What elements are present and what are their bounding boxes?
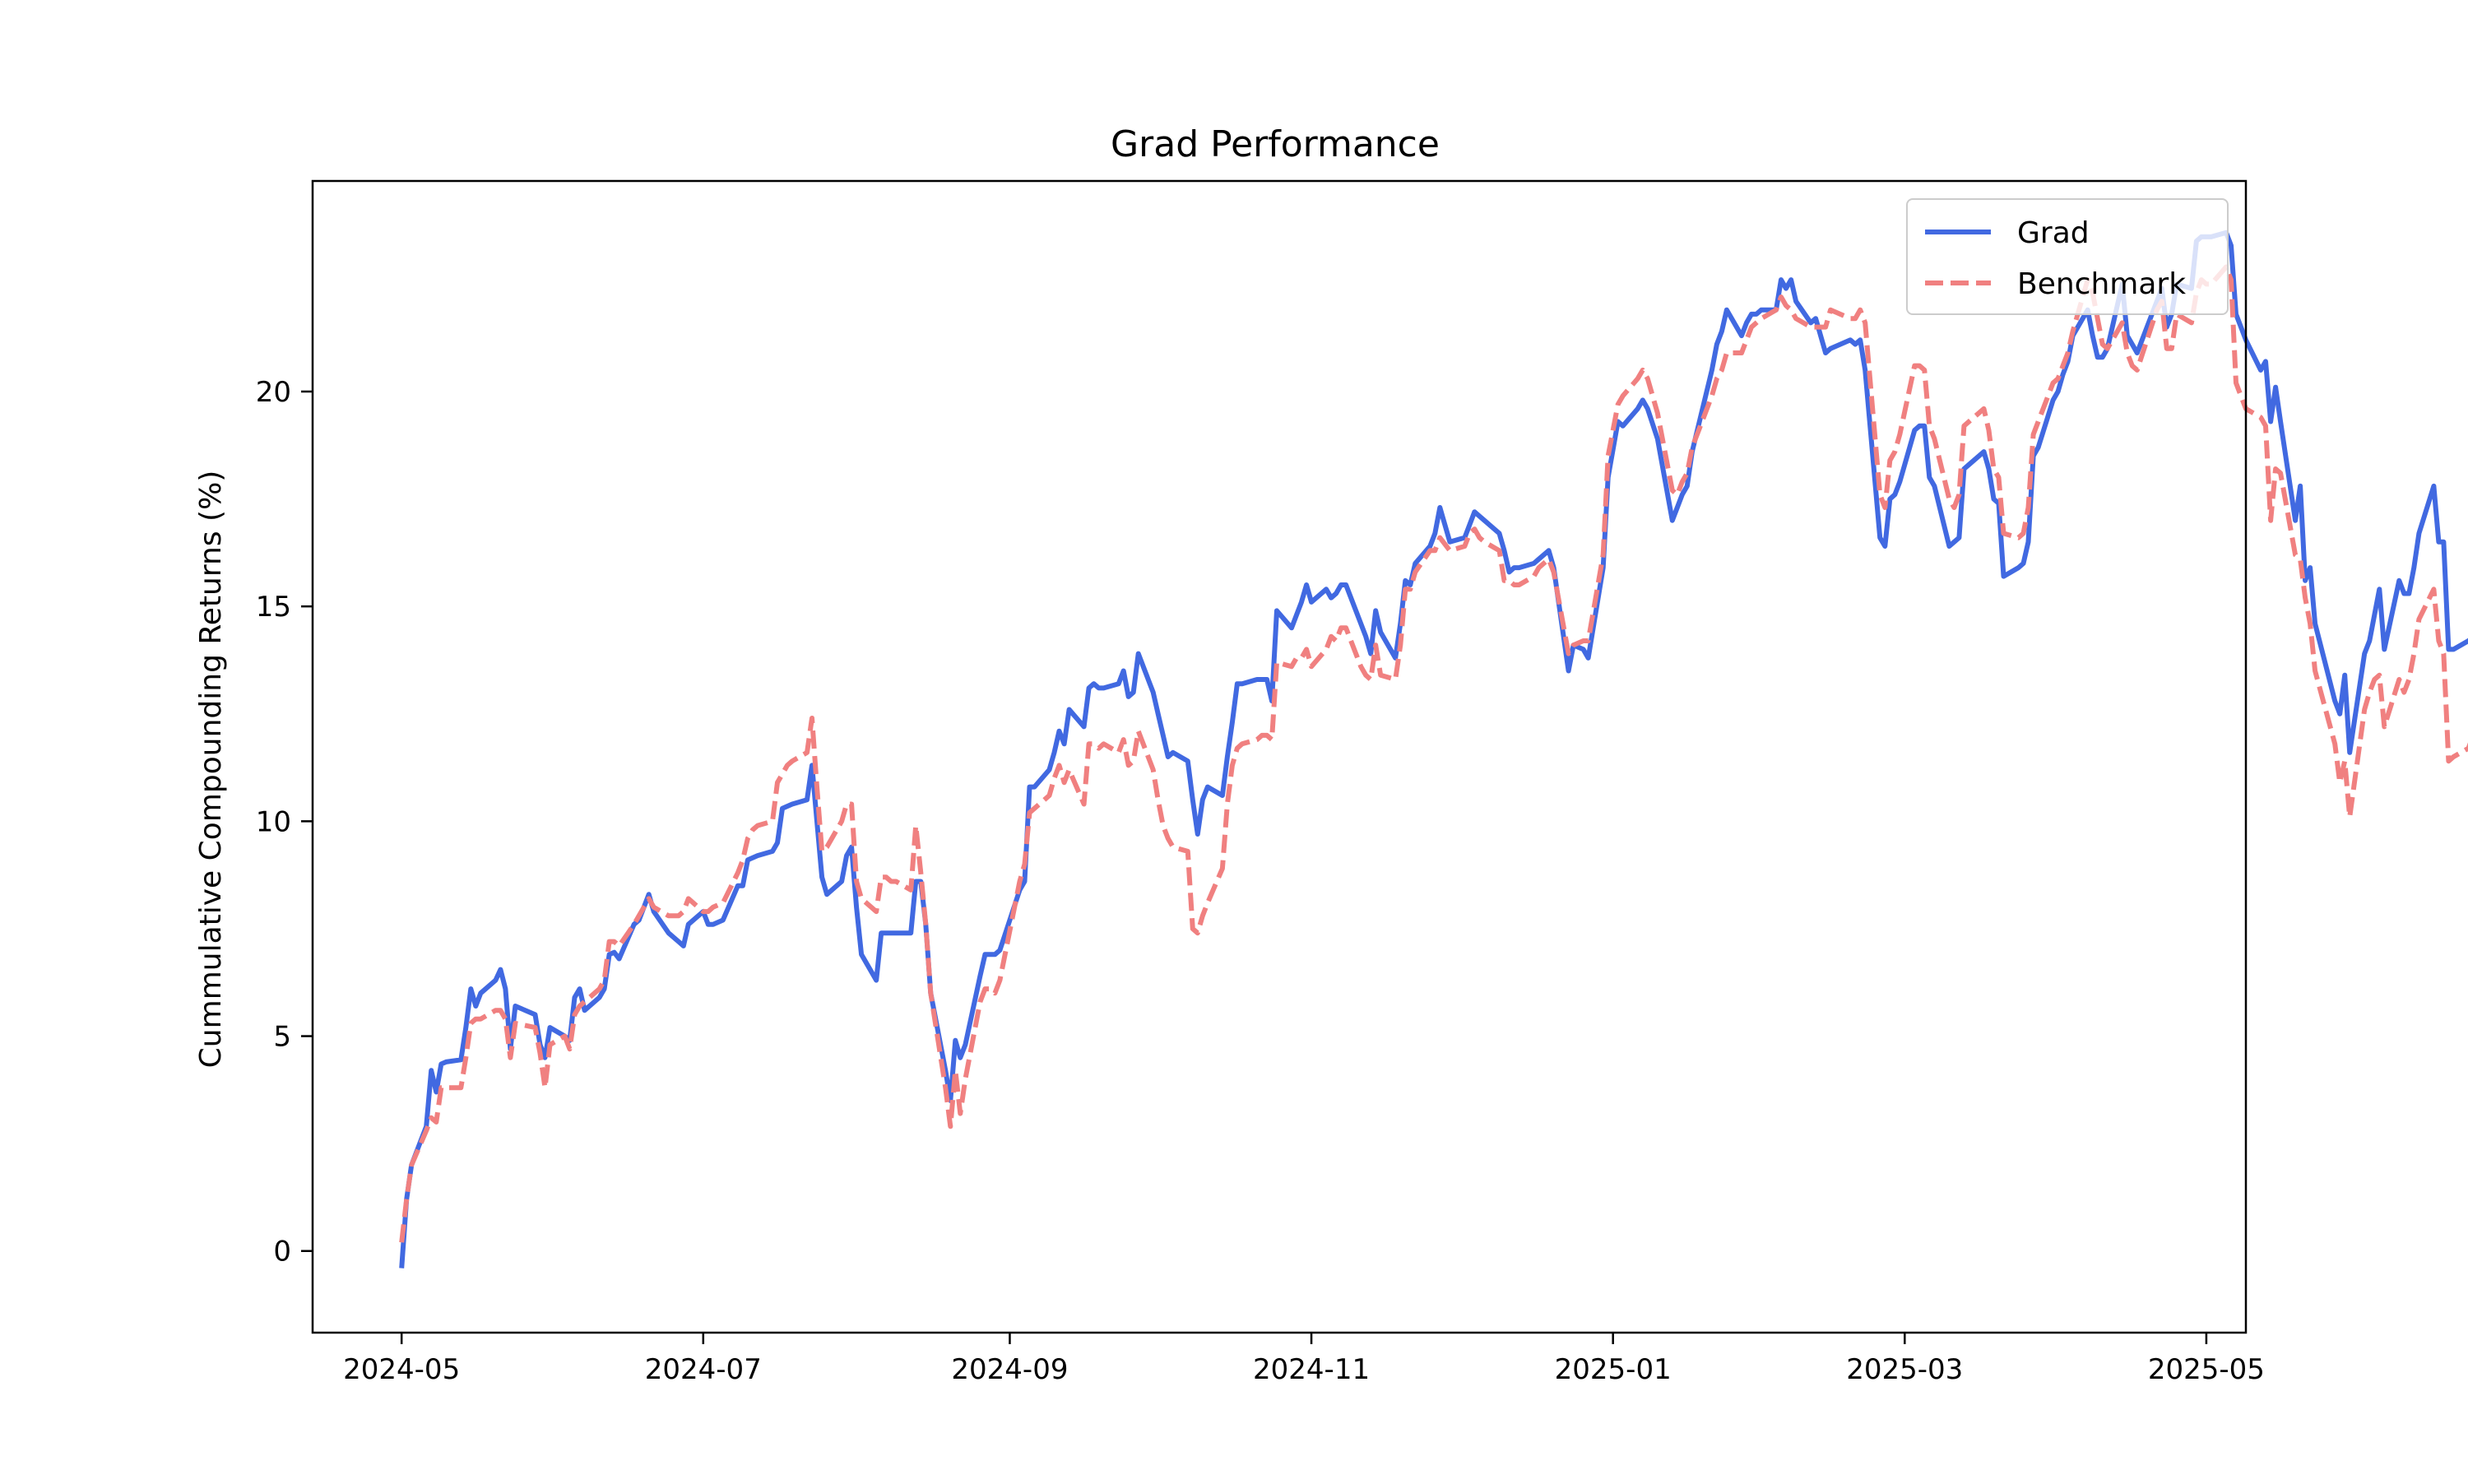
y-tick-label: 20 [256, 376, 291, 409]
x-tick-label: 2024-05 [343, 1353, 460, 1386]
y-tick-label: 5 [273, 1021, 291, 1054]
y-tick-label: 15 [256, 591, 291, 624]
y-axis-label: Cummulative Compounding Returns (%) [194, 471, 228, 1069]
legend-label-benchmark: Benchmark [2017, 267, 2186, 301]
x-tick-label: 2025-05 [2148, 1353, 2265, 1386]
plot-frame [311, 179, 2248, 1334]
x-tick-label: 2024-11 [1253, 1353, 1370, 1386]
x-tick-label: 2024-07 [645, 1353, 762, 1386]
x-tick-label: 2025-01 [1555, 1353, 1672, 1386]
series-line-grad [399, 230, 2468, 1268]
chart-title: Grad Performance [1111, 123, 1440, 165]
y-tick-label: 0 [273, 1236, 291, 1268]
series-line-benchmark [399, 264, 2468, 1243]
x-tick-label: 2024-09 [951, 1353, 1068, 1386]
series-layer [399, 230, 2468, 1268]
y-tick-label: 10 [256, 805, 291, 838]
ticks-layer: 2024-05 2024-07 2024-09 2024-11 2025-01 2025-… [256, 376, 2265, 1386]
legend-label-grad: Grad [2017, 216, 2090, 250]
legend: Grad Benchmark [1906, 198, 2229, 315]
x-tick-label: 2025-03 [1846, 1353, 1963, 1386]
